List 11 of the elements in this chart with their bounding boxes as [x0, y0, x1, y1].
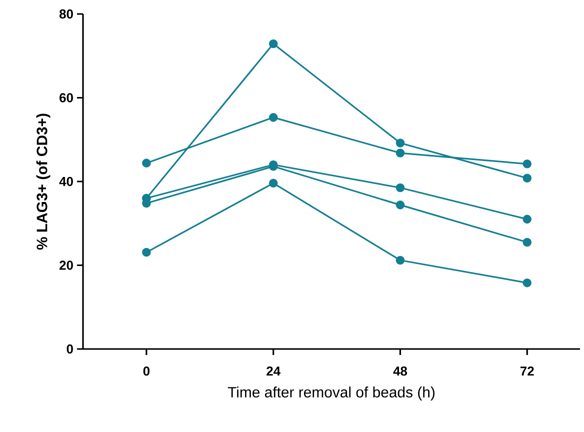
y-tick-label: 80: [59, 9, 73, 19]
y-tick-label: 60: [60, 93, 73, 102]
x-tick-label: 24: [266, 366, 280, 376]
x-tick-label: 0: [143, 366, 150, 376]
y-tick-label: 0: [66, 344, 73, 354]
x-axis-title: Time after removal of beads (h): [228, 386, 434, 400]
x-tick-label: 72: [520, 366, 534, 376]
y-tick-label: 40: [59, 176, 73, 186]
x-tick-label: 48: [393, 366, 408, 376]
y-tick-label: 20: [60, 260, 73, 270]
y-axis-title: % LAG3+ (of CD3+): [36, 114, 50, 250]
